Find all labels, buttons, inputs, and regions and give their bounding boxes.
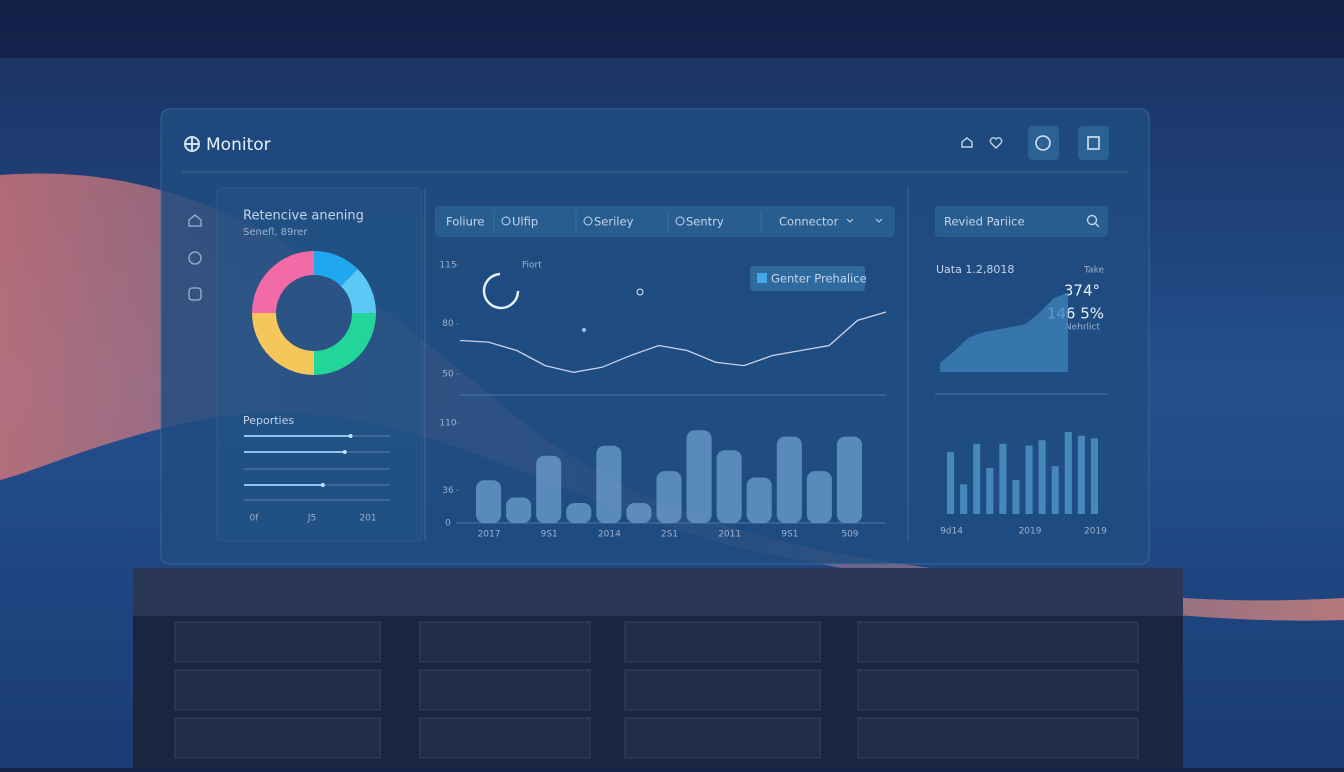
- bar: [626, 503, 652, 523]
- bar: [1038, 440, 1046, 514]
- y-tick-label: 110: [439, 419, 456, 429]
- area-series: [940, 292, 1068, 372]
- header-button[interactable]: [1078, 126, 1109, 160]
- logo-icon: [184, 136, 200, 152]
- bar: [999, 443, 1007, 514]
- x-tick-label: 9d14: [940, 527, 963, 537]
- bar: [596, 445, 622, 523]
- rack-units: [174, 621, 1139, 759]
- rack-top: [133, 568, 1183, 616]
- card-subtitle: Senefl, 89rer: [243, 227, 308, 238]
- tab[interactable]: Ulfip: [512, 215, 538, 229]
- bar: [1051, 466, 1059, 514]
- search-icon: [1086, 214, 1100, 228]
- y-tick-label: 50: [442, 370, 454, 380]
- y-tick-label: 36: [442, 486, 454, 496]
- y-tick-label: 80: [442, 319, 454, 329]
- y-tick-label: 0: [445, 519, 451, 529]
- donut-segment: [314, 251, 358, 287]
- tab[interactable]: Foliure: [446, 215, 484, 229]
- x-tick-label: 9S1: [781, 530, 798, 540]
- tab[interactable]: Connector: [779, 215, 839, 229]
- ring-indicator: [482, 272, 520, 310]
- x-tick-label: 509: [841, 530, 858, 540]
- y-tick-label: 115: [439, 261, 456, 271]
- bar: [716, 450, 742, 523]
- bar: [973, 443, 981, 514]
- bar: [686, 430, 712, 523]
- tab-bar: [435, 206, 895, 237]
- bar: [986, 468, 994, 514]
- x-tick-label: 2S1: [661, 530, 678, 540]
- x-tick-label: 2011: [718, 530, 741, 540]
- point-marker: [582, 328, 586, 332]
- axis-label: 0f: [250, 514, 260, 524]
- bar: [656, 471, 682, 523]
- progress-knob: [348, 434, 353, 438]
- donut-segment: [314, 313, 376, 375]
- bar: [566, 503, 592, 523]
- x-tick-label: 2019: [1084, 527, 1107, 537]
- stat-label: Take: [1083, 266, 1104, 276]
- header-button[interactable]: [1028, 126, 1059, 160]
- card-title: Retencive anening: [243, 209, 364, 224]
- bar: [506, 497, 532, 523]
- stat-value: 374°: [1064, 282, 1100, 300]
- button-label: Genter Prehalice: [771, 272, 867, 286]
- bar: [806, 471, 832, 523]
- bar: [476, 480, 502, 523]
- bar: [960, 484, 968, 514]
- bar: [1090, 438, 1098, 514]
- bar: [1064, 432, 1072, 514]
- search-text: Revied Pariice: [944, 215, 1025, 229]
- x-tick-label: 2019: [1019, 527, 1042, 537]
- bar: [947, 451, 955, 514]
- stat-note: Nehrlict: [1065, 323, 1101, 333]
- checkbox[interactable]: [757, 273, 767, 283]
- search-box[interactable]: [935, 206, 1108, 237]
- header-icons[interactable]: [961, 137, 1003, 149]
- stat-label: Uata 1.2,8018: [936, 263, 1014, 276]
- tab-icon: [583, 216, 593, 226]
- dashboard-panel: [160, 108, 1150, 565]
- donut-segment: [252, 251, 314, 313]
- progress-title: Peporties: [243, 414, 294, 427]
- tab[interactable]: Sentry: [686, 215, 724, 229]
- app-title: Monitor: [206, 135, 271, 155]
- bar: [536, 455, 562, 523]
- x-tick-label: 2014: [598, 530, 621, 540]
- bar: [1012, 479, 1020, 514]
- x-tick-label: 9S1: [541, 530, 558, 540]
- sidebar-icons[interactable]: [188, 214, 202, 301]
- axis-label: J5: [307, 514, 316, 524]
- progress-knob: [342, 450, 347, 454]
- point-marker: [636, 288, 644, 296]
- ceiling: [0, 0, 1344, 58]
- progress-knob: [320, 483, 325, 487]
- tab[interactable]: Seriley: [594, 215, 634, 229]
- tab-icon: [675, 216, 685, 226]
- button-icon: [1035, 135, 1051, 151]
- bar: [1025, 445, 1033, 514]
- line-series: [459, 311, 887, 373]
- donut-segment: [340, 269, 376, 313]
- donut-segment: [252, 313, 314, 375]
- chevron: [846, 218, 883, 223]
- bar: [836, 436, 862, 523]
- annotation: Fiort: [522, 261, 542, 271]
- toggle-button[interactable]: [750, 266, 865, 291]
- axis-label: 201: [359, 514, 376, 524]
- tab-icon: [501, 216, 511, 226]
- button-icon: [1087, 136, 1100, 150]
- bar: [1077, 435, 1085, 514]
- bar: [746, 477, 772, 523]
- x-tick-label: 2017: [478, 530, 501, 540]
- bar: [776, 436, 802, 523]
